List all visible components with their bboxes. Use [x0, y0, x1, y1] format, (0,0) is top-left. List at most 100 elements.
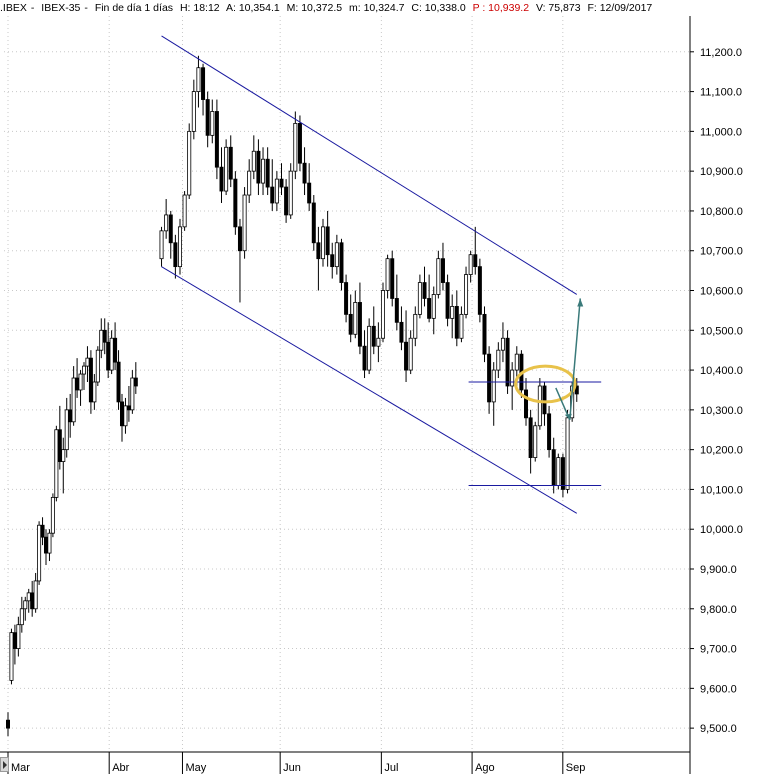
candle-body — [23, 600, 28, 610]
time-label: H: 18:12 — [179, 2, 220, 14]
candle-body — [445, 282, 450, 319]
candle-body — [274, 178, 279, 204]
y-tick-label: 10,500.0 — [700, 325, 743, 337]
candle-body — [473, 254, 478, 268]
candle-body — [270, 186, 275, 204]
y-tick-label: 10,300.0 — [700, 405, 743, 417]
x-tick-label: Sep — [566, 762, 586, 774]
candle-body — [528, 417, 533, 459]
low-value: m: 10,324.7 — [349, 2, 405, 14]
highlight-ellipse — [514, 364, 577, 404]
candle-body — [394, 298, 399, 323]
candle-body — [99, 329, 104, 351]
candle-body — [219, 166, 224, 192]
period-label: Fin de día 1 días — [94, 2, 174, 14]
y-tick-label: 9,800.0 — [700, 604, 737, 616]
candle-body — [362, 345, 367, 371]
candle-body — [353, 302, 358, 335]
candle-body — [71, 377, 76, 423]
candle-body — [224, 146, 229, 192]
candle-body — [47, 532, 52, 554]
chart-header: .IBEX - IBEX-35- Fin de día 1 días H: 18:… — [0, 2, 653, 14]
candle-body — [431, 294, 436, 319]
candle-body — [187, 130, 192, 196]
y-tick-label: 9,600.0 — [700, 683, 737, 695]
y-tick-label: 10,100.0 — [700, 484, 743, 496]
candle-body — [75, 377, 80, 391]
x-tick-label: Mar — [11, 762, 30, 774]
candle-body — [321, 226, 326, 260]
candles — [6, 55, 579, 737]
candle-body — [173, 242, 178, 268]
candle-body — [9, 632, 14, 681]
candle-body — [64, 409, 69, 451]
candle-body — [367, 325, 372, 371]
candle-body — [68, 409, 73, 423]
candle-body — [560, 457, 565, 490]
candle-body — [556, 457, 561, 486]
candle-body — [574, 385, 579, 395]
candle-body — [88, 357, 93, 403]
candle-body — [302, 162, 307, 184]
candle-body — [311, 202, 316, 244]
candle-body — [288, 170, 293, 216]
candle-body — [37, 524, 42, 582]
candle-body — [334, 242, 339, 268]
candle-body — [339, 242, 344, 283]
candle-body — [40, 524, 45, 538]
x-tick-label: Jul — [384, 762, 398, 774]
candle-body — [496, 349, 501, 371]
candle-body — [464, 274, 469, 315]
candle-body — [247, 170, 252, 196]
candle-body — [26, 592, 31, 602]
candle-body — [33, 580, 38, 610]
candle-body — [210, 111, 215, 136]
candle-body — [182, 194, 187, 228]
candle-body — [43, 536, 48, 554]
y-tick-label: 11,000.0 — [700, 126, 742, 138]
candle-body — [228, 146, 233, 180]
open-value: A: 10,354.1 — [226, 2, 280, 14]
y-tick-label: 9,900.0 — [700, 564, 737, 576]
candle-body — [164, 214, 169, 232]
candle-body — [201, 67, 206, 100]
candle-body — [500, 337, 505, 351]
candle-body — [510, 369, 515, 387]
candle-body — [293, 123, 298, 172]
candle-body — [376, 337, 381, 347]
candle-body — [205, 99, 210, 136]
arrow-head-icon — [564, 413, 572, 420]
x-tick-label: May — [185, 762, 206, 774]
y-tick-label: 11,100.0 — [700, 87, 742, 99]
candle-body — [50, 496, 55, 534]
candle-body — [113, 337, 118, 363]
candle-body — [242, 194, 247, 252]
candle-body — [191, 91, 196, 132]
y-tick-label: 10,400.0 — [700, 365, 743, 377]
candle-body — [551, 449, 556, 486]
candle-body — [344, 282, 349, 315]
candle-body — [316, 242, 321, 260]
y-tick-label: 10,600.0 — [700, 286, 743, 298]
candle-body — [106, 341, 111, 371]
annotations — [161, 35, 602, 514]
candle-body — [565, 417, 570, 490]
grid — [4, 16, 690, 752]
candle-body — [196, 67, 201, 92]
candle-body — [459, 313, 464, 339]
candle-body — [16, 624, 21, 649]
candle-body — [119, 401, 124, 427]
candle-body — [524, 389, 529, 419]
date-value: F: 12/09/2017 — [587, 2, 653, 14]
axes: 9,500.0 9,600.0 9,700.0 9,800.0 9,900.0 10,00… — [0, 16, 743, 774]
x-tick-label: Abr — [112, 762, 129, 774]
y-tick-label: 10,000.0 — [700, 524, 743, 536]
scroll-left-icon[interactable] — [0, 757, 9, 772]
candle-body — [54, 429, 59, 498]
candle-body — [130, 377, 135, 411]
candle-body — [102, 329, 107, 343]
instrument-name: IBEX-35 — [41, 2, 81, 14]
candle-body — [440, 258, 445, 283]
candle-body — [390, 258, 395, 299]
